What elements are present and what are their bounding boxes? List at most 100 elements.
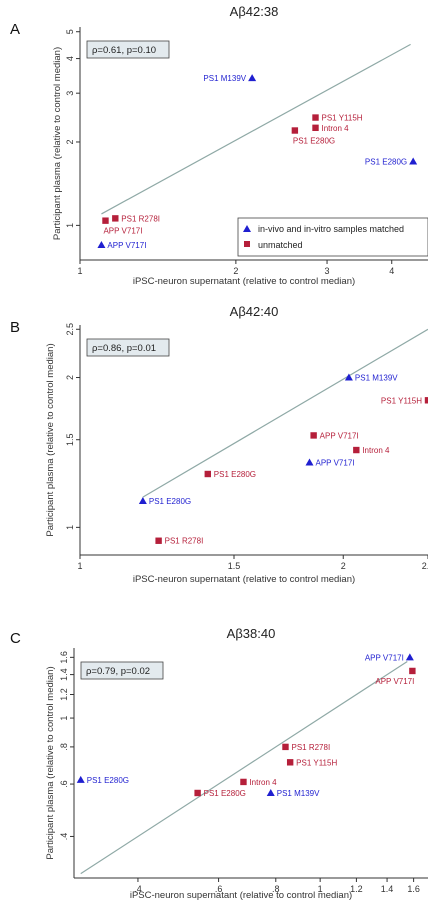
stat-box: ρ=0.61, p=0.10	[86, 40, 170, 59]
point-matched	[97, 240, 106, 248]
point-label: APP V717I	[320, 431, 359, 440]
legend-label-unmatched: unmatched	[258, 240, 303, 250]
point-matched	[409, 157, 418, 165]
point-unmatched	[282, 743, 289, 751]
point-matched	[76, 775, 85, 783]
point-matched	[405, 653, 414, 661]
stat-box: ρ=0.86, p=0.01	[86, 338, 170, 357]
x-tick-label: 1.2	[350, 884, 363, 894]
fit-line	[101, 43, 411, 215]
point-unmatched	[291, 127, 299, 134]
point-unmatched	[194, 789, 201, 797]
point-unmatched	[286, 759, 294, 766]
point-label: APP V717I	[375, 677, 414, 686]
point-label: PS1 R278I	[291, 743, 330, 752]
point-unmatched	[102, 217, 109, 224]
x-tick-label: 2.5	[422, 561, 428, 571]
y-tick-label: 5	[65, 29, 75, 34]
y-tick-label: 3	[65, 91, 75, 96]
point-label: PS1 E280G	[87, 776, 129, 785]
legend: in-vivo and in-vitro samples matched unma…	[237, 217, 428, 257]
point-label: PS1 Y115H	[381, 396, 422, 405]
x-axis-label: iPSC-neuron supernatant (relative to con…	[130, 890, 352, 901]
stat-box-frame	[80, 661, 164, 680]
panel-b: B Aβ42:40 iPSC-neuron supernatant (relativ…	[10, 304, 428, 585]
point-matched	[266, 788, 275, 796]
point-label: PS1 M139V	[277, 789, 320, 798]
point-label: PS1 Y115H	[296, 758, 337, 767]
stat-text: ρ=0.79, p=0.02	[86, 666, 150, 677]
y-tick-label: .8	[59, 743, 69, 751]
fit-line	[80, 660, 408, 875]
y-tick-label: 2	[65, 375, 75, 380]
x-tick-label: 2	[341, 561, 346, 571]
y-axis-label: Participant plasma (relative to control …	[45, 343, 56, 536]
point-unmatched	[310, 432, 317, 439]
x-tick-label: 1.6	[407, 884, 420, 894]
point-unmatched	[204, 470, 211, 478]
point-matched	[248, 74, 257, 82]
point-unmatched	[312, 124, 319, 132]
y-tick-label: 4	[65, 56, 75, 61]
point-unmatched	[409, 667, 416, 675]
point-label: APP V717I	[316, 458, 355, 467]
x-tick-label: 1.4	[381, 884, 394, 894]
point-unmatched	[424, 397, 428, 404]
point-unmatched	[353, 446, 360, 454]
y-tick-label: 1	[59, 716, 69, 721]
point-label: PS1 E280G	[293, 137, 335, 146]
legend-label-matched: in-vivo and in-vitro samples matched	[258, 224, 404, 234]
point-label: Intron 4	[322, 124, 350, 133]
stat-box-frame	[86, 338, 170, 357]
point-label: PS1 R278I	[121, 214, 160, 223]
point-label: Intron 4	[249, 778, 277, 787]
point-label: PS1 E280G	[149, 497, 191, 506]
y-axis-label: Participant plasma (relative to control …	[45, 666, 56, 859]
x-tick-label: .4	[134, 884, 142, 894]
y-tick-label: 1.6	[59, 651, 69, 664]
x-axis-label: iPSC-neuron supernatant (relative to con…	[133, 574, 355, 585]
y-tick-label: 1	[65, 223, 75, 228]
y-tick-label: 1.2	[59, 688, 69, 701]
legend-marker-unmatched	[244, 241, 250, 247]
chart-title: Aβ42:38	[230, 4, 279, 19]
x-axis-label: iPSC-neuron supernatant (relative to con…	[133, 276, 355, 287]
point-label: PS1 E280G	[204, 789, 246, 798]
x-tick-label: 4	[389, 266, 394, 276]
x-tick-label: 1	[77, 561, 82, 571]
point-matched	[138, 496, 147, 504]
chart-title: Aβ42:40	[230, 304, 279, 319]
y-tick-label: 1.5	[65, 433, 75, 446]
panel-letter: B	[10, 319, 20, 336]
y-tick-label: .4	[59, 833, 69, 841]
x-tick-label: 1	[77, 266, 82, 276]
y-tick-label: 2	[65, 139, 75, 144]
stat-box-frame	[86, 40, 170, 59]
x-tick-label: 1	[318, 884, 323, 894]
x-tick-label: 2	[233, 266, 238, 276]
point-label: PS1 E280G	[365, 158, 407, 167]
y-tick-label: 1.4	[59, 668, 69, 681]
point-label: PS1 M139V	[355, 374, 398, 383]
stat-text: ρ=0.86, p=0.01	[92, 343, 156, 354]
y-tick-label: .6	[59, 780, 69, 788]
point-matched	[344, 373, 353, 381]
fit-line	[142, 328, 428, 498]
point-label: PS1 Y115H	[322, 114, 363, 123]
legend-frame	[237, 217, 428, 257]
panel-c: C Aβ38:40 iPSC-neuron supernatant (relativ…	[10, 626, 428, 901]
stat-box: ρ=0.79, p=0.02	[80, 661, 164, 680]
point-label: PS1 E280G	[214, 470, 256, 479]
point-label: APP V717I	[107, 241, 146, 250]
point-label: PS1 M139V	[203, 74, 246, 83]
point-unmatched	[112, 215, 119, 222]
x-tick-label: 1.5	[228, 561, 241, 571]
point-matched	[305, 458, 314, 466]
panel-letter: C	[10, 630, 21, 647]
panel-a: A Aβ42:38 iPSC-neuron supernatant (relativ…	[10, 4, 428, 287]
point-label: APP V717I	[365, 653, 404, 662]
y-tick-label: 1	[65, 525, 75, 530]
x-tick-label: .8	[272, 884, 280, 894]
